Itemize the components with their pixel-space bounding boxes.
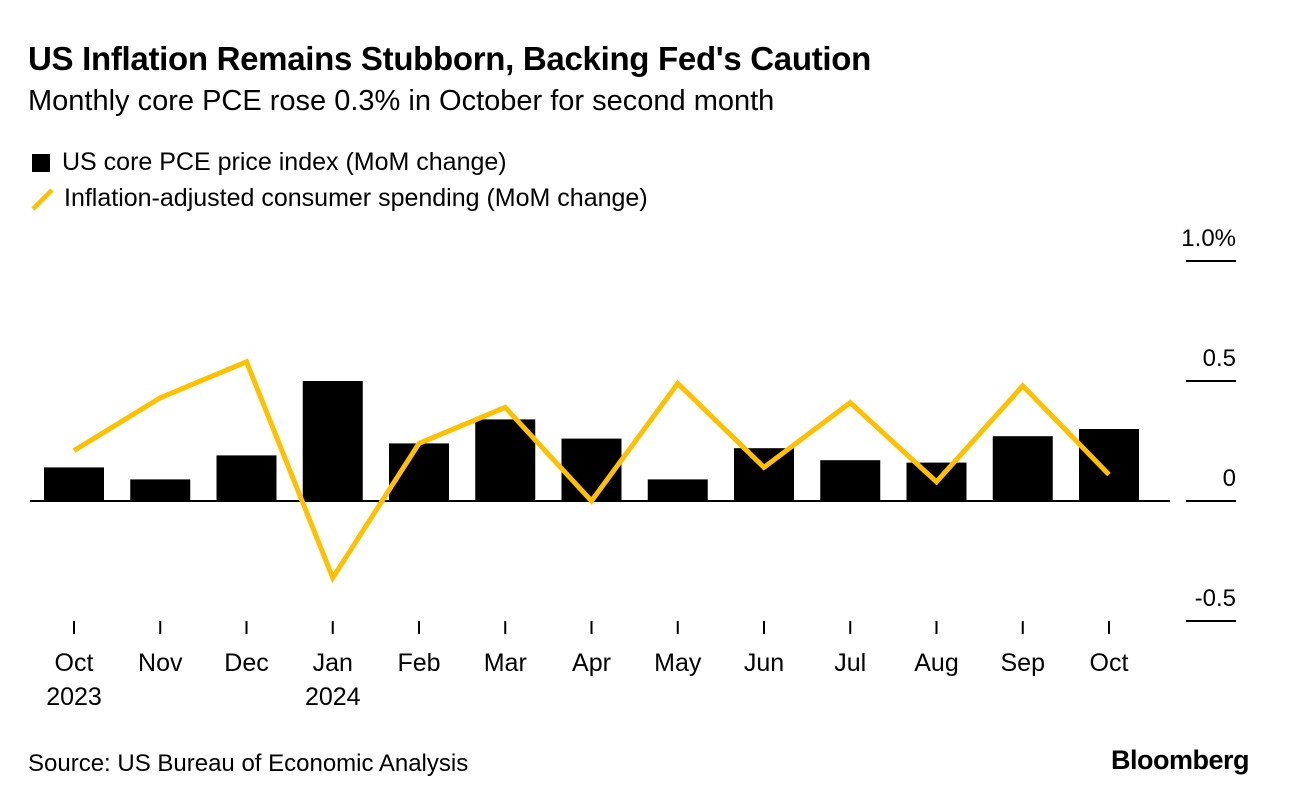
legend-label-core-pce: US core PCE price index (MoM change)	[62, 148, 507, 176]
line-series	[72, 358, 1111, 584]
bloomberg-logo: Bloomberg	[1110, 745, 1250, 775]
bar-nov-1	[130, 479, 191, 501]
source-note: Source: US Bureau of Economic Analysis	[28, 750, 469, 777]
x-tick-label: Mar	[484, 649, 527, 677]
spending-line	[72, 358, 1111, 584]
y-tick-label: 1.0%	[1181, 225, 1236, 252]
chart-title: US Inflation Remains Stubborn, Backing F…	[28, 40, 871, 77]
chart-subtitle: Monthly core PCE rose 0.3% in October fo…	[28, 85, 775, 117]
bar-dec-2	[216, 455, 277, 501]
bar-may-7	[647, 479, 708, 501]
x-tick-label: May	[654, 649, 702, 677]
x-year-label: 2024	[305, 683, 361, 711]
bar-jun-8	[734, 448, 794, 501]
x-tick-label: Apr	[572, 649, 611, 677]
x-tick-label: Sep	[1001, 649, 1045, 677]
x-tick-label: Aug	[914, 649, 958, 677]
x-tick-label: Dec	[224, 649, 268, 677]
y-tick-label: -0.5	[1195, 585, 1236, 612]
bar-jan-3	[302, 381, 363, 501]
legend-bar-swatch	[32, 154, 50, 172]
legend-label-spending: Inflation-adjusted consumer spending (Mo…	[64, 184, 648, 212]
bar-mar-5	[475, 419, 536, 501]
x-tick-label: Jun	[744, 649, 784, 677]
bar-oct-12	[1079, 429, 1139, 501]
bar-oct-0	[44, 467, 104, 501]
y-axis: 1.0% 0.5 0 -0.5	[1181, 225, 1236, 622]
x-tick-label: Feb	[397, 649, 440, 677]
x-tick-label: Jul	[834, 649, 866, 677]
x-tick-label: Oct	[1090, 649, 1129, 677]
y-tick-label: 0	[1223, 465, 1236, 492]
bar-jul-9	[820, 460, 881, 501]
x-tick-label: Oct	[55, 649, 94, 677]
y-tick-label: 0.5	[1203, 345, 1236, 372]
x-tick-label: Jan	[313, 649, 353, 677]
legend-line-swatch	[31, 188, 54, 211]
x-tick-label: Nov	[138, 649, 183, 677]
x-year-label: 2023	[46, 683, 102, 711]
bar-sep-11	[992, 436, 1053, 501]
x-axis: Oct 2023 Nov Dec Jan 2024 Feb Mar Apr May Jun Jul Au…	[46, 621, 1128, 711]
